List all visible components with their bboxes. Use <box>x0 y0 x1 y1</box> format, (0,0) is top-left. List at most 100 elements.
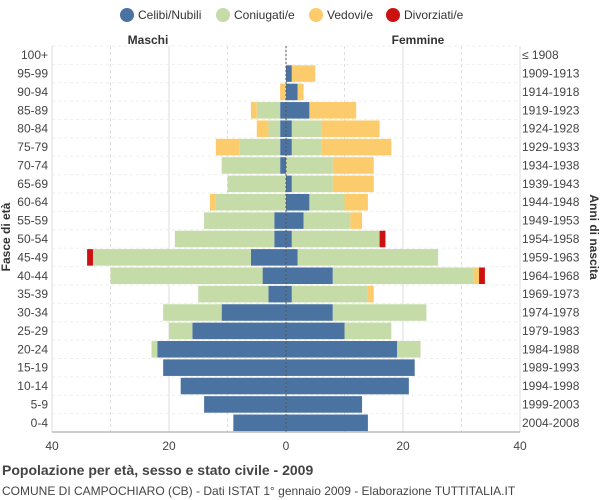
bar-female-vedove <box>344 193 368 211</box>
bar-male-coniugati <box>204 212 275 229</box>
bar-male-coniugati <box>151 341 158 358</box>
bar-female-divorziate <box>479 267 485 285</box>
birth-year-label: 2004-2008 <box>522 416 580 430</box>
bar-female-nubili <box>286 414 368 432</box>
bar-female-nubili <box>286 102 310 119</box>
bar-male-vedovi <box>256 120 269 137</box>
bar-female-nubili <box>286 341 398 358</box>
bar-female-nubili <box>286 230 292 248</box>
bar-male-vedovi <box>215 138 240 156</box>
bar-female-nubili <box>286 120 292 137</box>
bar-female-nubili <box>286 285 292 303</box>
left-panel-label: Maschi <box>128 33 169 47</box>
bar-female-nubili <box>286 267 333 285</box>
bar-female-nubili <box>286 193 310 211</box>
bar-male-celibi <box>274 212 286 229</box>
bar-female-coniugate <box>297 249 439 266</box>
age-group-label: 5-9 <box>31 397 49 411</box>
bar-male-coniugati <box>215 193 286 211</box>
legend-swatch <box>120 8 134 22</box>
bar-male-celibi <box>280 157 286 174</box>
age-group-label: 95-99 <box>17 67 48 81</box>
legend: Celibi/Nubili Coniugati/e Vedovi/e Divorzia… <box>120 8 464 22</box>
bar-female-coniugate <box>291 230 380 248</box>
bar-female-vedove <box>321 120 380 137</box>
age-group-label: 90-94 <box>17 85 48 99</box>
y-axis-label-right: Anni di nascita <box>587 194 600 280</box>
bar-female-nubili <box>286 322 345 340</box>
bar-male-celibi <box>268 285 286 303</box>
bar-male-celibi <box>221 304 286 321</box>
age-group-label: 40-44 <box>17 269 48 283</box>
bar-female-coniugate <box>291 138 322 156</box>
bar-male-celibi <box>262 267 286 285</box>
legend-swatch <box>216 8 230 22</box>
bars <box>87 65 485 432</box>
bar-male-celibi <box>280 102 286 119</box>
bar-male-celibi <box>204 396 286 413</box>
bar-male-celibi <box>250 249 286 266</box>
legend-label: Coniugati/e <box>234 8 295 22</box>
age-group-label: 35-39 <box>17 287 48 301</box>
age-group-label: 65-69 <box>17 177 48 191</box>
bar-male-coniugati <box>110 267 263 285</box>
bar-male-vedovi <box>250 102 257 119</box>
birth-year-label: 1954-1958 <box>522 232 580 246</box>
bar-female-nubili <box>286 175 292 193</box>
bar-female-nubili <box>286 212 304 229</box>
bar-male-coniugati <box>163 304 222 321</box>
bar-male-coniugati <box>174 230 275 248</box>
population-pyramid-chart: Celibi/Nubili Coniugati/e Vedovi/e Divorzia… <box>0 8 600 453</box>
bar-male-vedovi <box>280 83 286 101</box>
bar-male-coniugati <box>198 285 269 303</box>
right-panel-label: Femmine <box>392 33 445 47</box>
bar-female-divorziate <box>379 230 386 248</box>
bar-female-vedove <box>297 83 304 101</box>
legend-label: Vedovi/e <box>327 8 373 22</box>
bar-female-vedove <box>321 138 392 156</box>
birth-year-label: 1964-1968 <box>522 269 580 283</box>
bar-male-divorziati <box>87 249 93 266</box>
bar-female-coniugate <box>303 212 351 229</box>
bar-female-nubili <box>286 304 333 321</box>
x-tick-label: 20 <box>162 439 176 453</box>
x-tick-label: 40 <box>45 439 59 453</box>
birth-year-label: 1999-2003 <box>522 397 580 411</box>
bar-female-coniugate <box>332 267 474 285</box>
legend-swatch <box>386 8 400 22</box>
birth-year-label: 1974-1978 <box>522 306 580 320</box>
bar-female-nubili <box>286 138 292 156</box>
legend-swatch <box>309 8 323 22</box>
birth-year-label: 1959-1963 <box>522 250 580 264</box>
bar-male-vedovi <box>209 193 216 211</box>
birth-year-label: 1914-1918 <box>522 85 580 99</box>
age-group-label: 80-84 <box>17 122 48 136</box>
bar-female-vedove <box>309 102 357 119</box>
bar-male-coniugati <box>227 175 286 193</box>
bar-female-vedove <box>473 267 480 285</box>
bar-female-coniugate <box>291 285 368 303</box>
bar-female-coniugate <box>286 157 333 174</box>
birth-year-label: 1944-1948 <box>522 195 580 209</box>
bar-female-nubili <box>286 396 363 413</box>
age-group-label: 0-4 <box>31 416 49 430</box>
bar-male-celibi <box>280 138 286 156</box>
legend-label: Divorziati/e <box>404 8 464 22</box>
birth-year-label: 1989-1993 <box>522 361 580 375</box>
age-group-label: 15-19 <box>17 361 48 375</box>
bar-female-coniugate <box>332 304 427 321</box>
bar-female-coniugate <box>344 322 392 340</box>
bar-female-nubili <box>286 65 292 82</box>
age-group-label: 100+ <box>21 48 48 62</box>
bar-female-nubili <box>286 359 415 376</box>
bar-female-nubili <box>286 377 409 395</box>
age-group-label: 70-74 <box>17 158 48 172</box>
bar-male-celibi <box>163 359 286 376</box>
age-group-label: 45-49 <box>17 250 48 264</box>
age-group-label: 30-34 <box>17 306 48 320</box>
bar-male-coniugati <box>239 138 281 156</box>
bar-female-coniugate <box>397 341 421 358</box>
age-group-label: 60-64 <box>17 195 48 209</box>
birth-year-label: 1919-1923 <box>522 103 580 117</box>
x-tick-label: 0 <box>283 439 290 453</box>
